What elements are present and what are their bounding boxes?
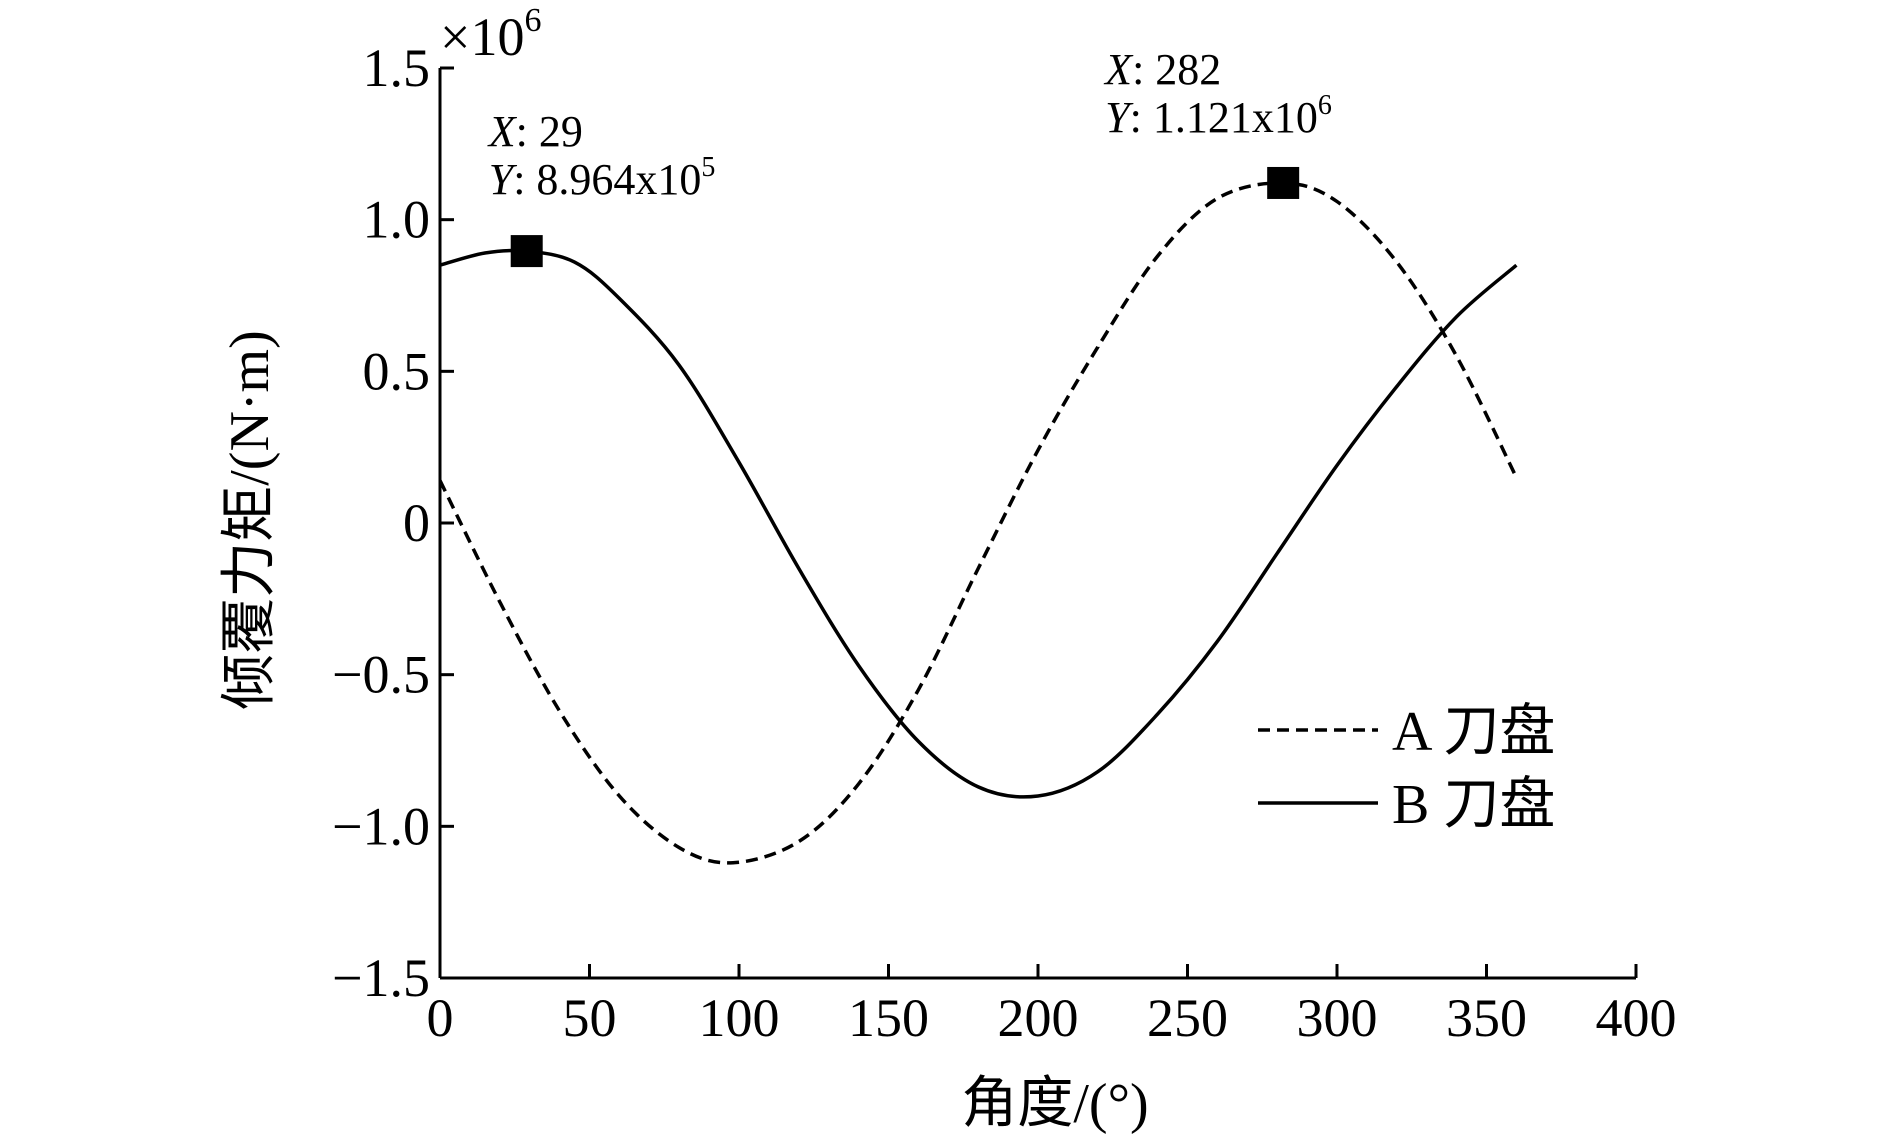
x-tick-label: 100 xyxy=(699,988,780,1048)
annotation-y-text: Y: 8.964x105 xyxy=(489,152,716,204)
y-tick-label: −1.5 xyxy=(332,948,430,1008)
legend-label-b: B 刀盘 xyxy=(1392,774,1555,836)
x-tick-label: 350 xyxy=(1446,988,1527,1048)
y-tick-label: 1.5 xyxy=(363,38,431,98)
y-axis-title: 倾覆力矩/(N·m) xyxy=(219,330,281,710)
x-tick-label: 300 xyxy=(1297,988,1378,1048)
series-line-a xyxy=(438,181,1518,865)
annotation-y-value: : 1.121x10 xyxy=(1130,93,1318,142)
annotation-x-text: X: 29 xyxy=(487,107,583,156)
y-tick-label: −1.0 xyxy=(332,796,430,856)
x-tick-label: 250 xyxy=(1147,988,1228,1048)
annotation-x-value: : 282 xyxy=(1132,45,1221,94)
y-multiplier: ×106 xyxy=(440,2,541,67)
y-tick-label: 0 xyxy=(403,493,430,553)
x-tick-label: 0 xyxy=(427,988,454,1048)
x-tick-label: 200 xyxy=(998,988,1079,1048)
series-group xyxy=(438,181,1518,865)
annotation-y-exp: 5 xyxy=(701,152,715,183)
annotation-x-prefix: X xyxy=(1103,45,1134,94)
annotation-x-value: : 29 xyxy=(516,107,583,156)
annotation-x-text: X: 282 xyxy=(1103,45,1221,94)
annotation-y-text: Y: 1.121x106 xyxy=(1105,90,1332,142)
x-tick-label: 150 xyxy=(848,988,929,1048)
y-tick-label: 1.0 xyxy=(363,190,431,250)
y-multiplier-base: ×10 xyxy=(440,7,524,67)
annotation-y-prefix: Y xyxy=(489,155,518,204)
annotation-markers xyxy=(510,166,1300,268)
x-tick-label: 50 xyxy=(563,988,617,1048)
legend-label-a: A 刀盘 xyxy=(1392,701,1555,763)
data-tip-marker xyxy=(1267,166,1300,199)
annotation-y-exp: 6 xyxy=(1318,90,1332,121)
y-tick-label: 0.5 xyxy=(363,341,431,401)
axes: 0 50 100 150 200 250 300 350 400 −1.5 −1.0 −0.5 0 0.5… xyxy=(332,38,1676,1048)
x-tick-label: 400 xyxy=(1596,988,1677,1048)
legend: A 刀盘 B 刀盘 xyxy=(1258,701,1555,836)
data-tip-marker xyxy=(510,235,543,268)
y-multiplier-exp: 6 xyxy=(524,2,541,39)
y-tick-label: −0.5 xyxy=(332,645,430,705)
annotation-y-value: : 8.964x10 xyxy=(513,155,701,204)
x-axis-title: 角度/(°) xyxy=(961,1073,1148,1135)
series-line-b xyxy=(439,248,1518,799)
annotation-y-prefix: Y xyxy=(1105,93,1134,142)
annotation-x-prefix: X xyxy=(487,107,518,156)
